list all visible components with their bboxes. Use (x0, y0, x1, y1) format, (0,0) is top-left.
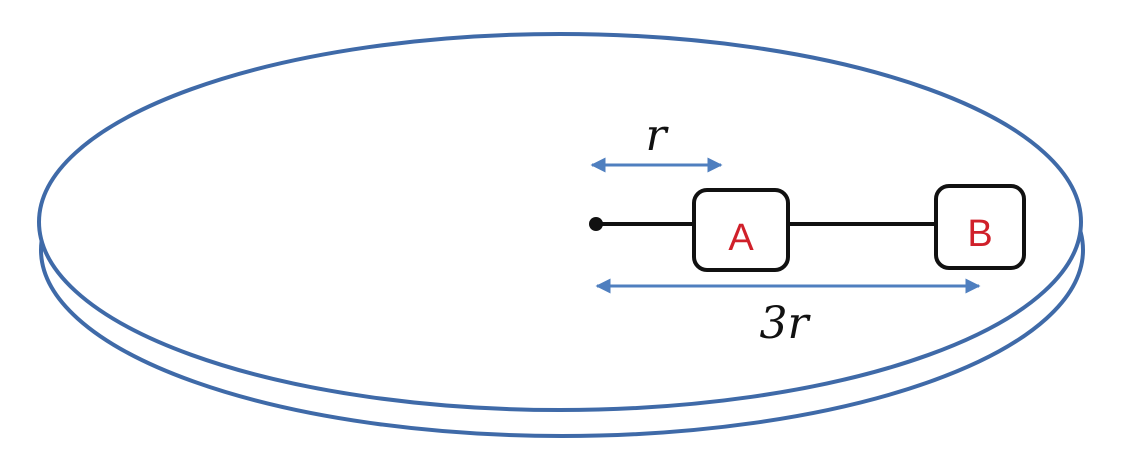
block-b-label: B (967, 213, 992, 255)
distance-r-label: r (645, 110, 669, 161)
block-a: A (692, 188, 790, 272)
pivot-point (589, 217, 603, 231)
disk-top-surface (37, 32, 1083, 412)
distance-3r-label: 3r (759, 298, 811, 349)
block-a-label: A (728, 217, 754, 259)
block-b: B (934, 184, 1026, 270)
